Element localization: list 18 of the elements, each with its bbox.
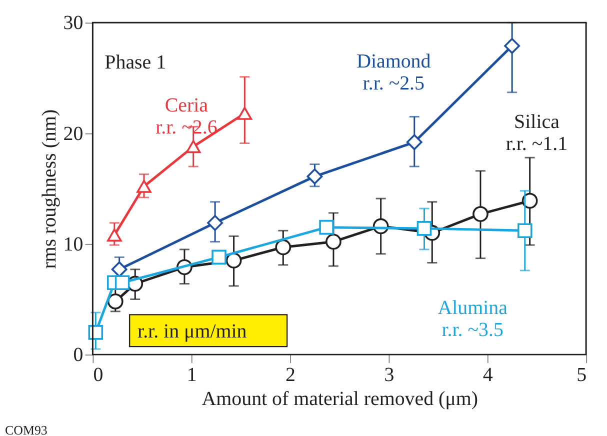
y-axis-title: rms roughness (nm) — [38, 109, 60, 269]
text: Alumina r.r. ~3.5 — [438, 297, 508, 342]
x-tick-label: 0 — [93, 364, 104, 386]
x-tick-label: 4 — [482, 364, 493, 386]
text: COM93 — [4, 422, 48, 436]
y-tick-label: 0 — [73, 344, 84, 366]
x-tick-label: 2 — [286, 364, 296, 386]
x-tick-label: 5 — [576, 364, 587, 386]
x-tick-label: 1 — [186, 364, 197, 386]
y-tick-label: 10 — [63, 233, 84, 256]
annotation: r.r. in μm/min — [138, 320, 247, 343]
y-tick-label: 20 — [63, 122, 84, 145]
y-tick-label: 30 — [63, 12, 84, 34]
x-axis-title: Amount of material removed (μm) — [202, 388, 478, 410]
annotation: Phase 1 — [104, 52, 166, 74]
x-tick-label: 3 — [384, 364, 394, 386]
series-label: Diamond r.r. ~2.5 — [356, 50, 431, 94]
text: Silica r.r. ~1.1 — [506, 111, 568, 156]
